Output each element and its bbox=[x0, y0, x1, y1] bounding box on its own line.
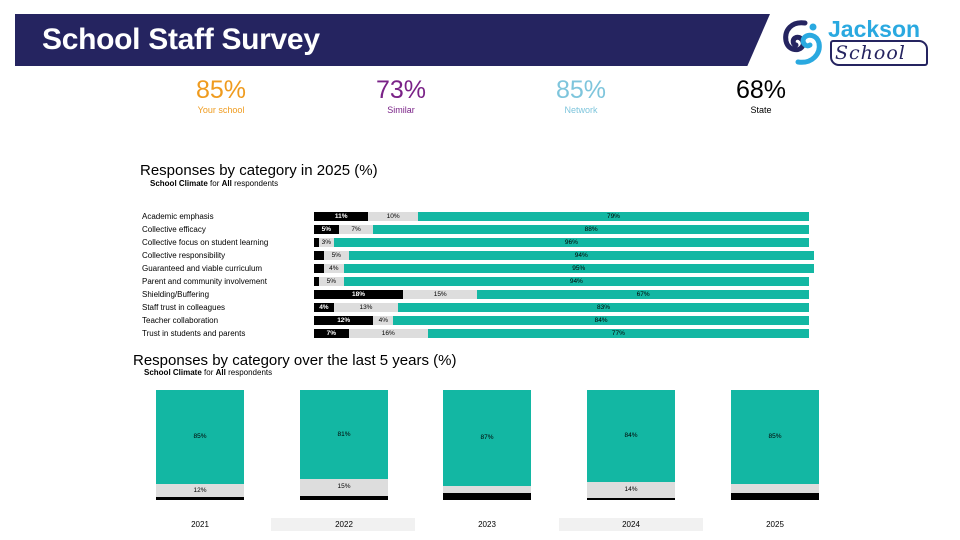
bar-segment-unfavourable: 12% bbox=[314, 315, 374, 325]
column-segment-favourable: 84% bbox=[587, 390, 675, 483]
kpi-value: 85% bbox=[555, 76, 607, 104]
bar-segment-neutral: 13% bbox=[333, 302, 399, 312]
year-band-shading bbox=[559, 518, 703, 531]
kpi-label: Your school bbox=[197, 105, 245, 115]
category-label: Parent and community involvement bbox=[142, 277, 267, 286]
subtitle-group: All bbox=[215, 368, 226, 377]
year-label: 2025 bbox=[766, 520, 784, 529]
kpi-label: Similar bbox=[387, 105, 415, 115]
column-segment-favourable: 85% bbox=[156, 390, 244, 484]
category-label: Guaranteed and viable curriculum bbox=[142, 264, 263, 273]
subtitle-for: for bbox=[210, 179, 220, 188]
year-label: 2023 bbox=[478, 520, 496, 529]
bar-segment-neutral: 5% bbox=[318, 276, 344, 286]
year-label: 2024 bbox=[622, 520, 640, 529]
bar-segment-unfavourable bbox=[314, 250, 324, 260]
bar-segment-favourable: 96% bbox=[333, 237, 809, 247]
page-title: School Staff Survey bbox=[42, 23, 320, 56]
bar-segment-favourable: 95% bbox=[343, 263, 814, 273]
column-segment-neutral: 15% bbox=[300, 479, 388, 496]
bar-segment-favourable: 83% bbox=[398, 302, 809, 312]
logo-word-jackson: Jackson bbox=[828, 16, 921, 42]
bar-segment-unfavourable: 5% bbox=[314, 224, 339, 234]
subtitle-for: for bbox=[204, 368, 214, 377]
bar-segment-neutral: 4% bbox=[373, 315, 394, 325]
category-label: Shielding/Buffering bbox=[142, 290, 210, 299]
bar-segment-neutral: 5% bbox=[323, 250, 349, 260]
year-label: 2022 bbox=[335, 520, 353, 529]
logo-swirl-icon bbox=[783, 20, 822, 65]
bar-segment-favourable: 67% bbox=[477, 289, 809, 299]
year-band-shading bbox=[271, 518, 415, 531]
kpi-label: Network bbox=[564, 105, 598, 115]
bar-segment-unfavourable bbox=[314, 237, 319, 247]
bar-segment-unfavourable: 7% bbox=[314, 328, 349, 338]
column-segment-unfavourable bbox=[443, 493, 531, 500]
kpi-similar: 73% Similar bbox=[321, 76, 481, 116]
kpi-value: 68% bbox=[735, 76, 787, 104]
bar-segment-neutral: 10% bbox=[368, 211, 418, 221]
category-label: Teacher collaboration bbox=[142, 316, 219, 325]
column-segment-favourable: 87% bbox=[443, 390, 531, 486]
school-logo: Jackson School bbox=[776, 15, 936, 67]
bar-segment-neutral: 4% bbox=[323, 263, 344, 273]
category-label: Collective focus on student learning bbox=[142, 238, 269, 247]
year-label: 2021 bbox=[191, 520, 209, 529]
chart-1-subtitle: School Climate for All respondents bbox=[150, 179, 278, 189]
column-segment-unfavourable bbox=[731, 493, 819, 500]
bar-segment-favourable: 79% bbox=[417, 211, 809, 221]
category-label: Collective efficacy bbox=[142, 225, 206, 234]
category-label: Collective responsibility bbox=[142, 251, 226, 260]
kpi-your-school: 85% Your school bbox=[141, 76, 301, 116]
bar-segment-favourable: 94% bbox=[343, 276, 809, 286]
bar-segment-unfavourable: 18% bbox=[314, 289, 404, 299]
chart-2-title: Responses by category over the last 5 ye… bbox=[133, 352, 457, 369]
column-segment-favourable: 81% bbox=[300, 390, 388, 480]
category-label: Academic emphasis bbox=[142, 212, 214, 221]
subtitle-respondents: respondents bbox=[234, 179, 279, 188]
category-label: Staff trust in colleagues bbox=[142, 303, 226, 312]
subtitle-group: All bbox=[221, 179, 232, 188]
kpi-network: 85% Network bbox=[501, 76, 661, 116]
bar-segment-unfavourable bbox=[314, 276, 319, 286]
column-segment-neutral: 14% bbox=[587, 482, 675, 498]
bar-segment-favourable: 84% bbox=[393, 315, 809, 325]
subtitle-measure: School Climate bbox=[144, 368, 202, 377]
chart-2-subtitle: School Climate for All respondents bbox=[144, 368, 272, 378]
kpi-state: 68% State bbox=[681, 76, 841, 116]
bar-segment-neutral: 16% bbox=[348, 328, 428, 338]
header-bar bbox=[15, 14, 770, 66]
column-segment-unfavourable bbox=[587, 497, 675, 500]
kpi-value: 85% bbox=[195, 76, 247, 104]
kpi-value: 73% bbox=[375, 76, 427, 104]
bar-segment-unfavourable: 11% bbox=[314, 211, 369, 221]
kpi-label: State bbox=[750, 105, 772, 115]
bar-segment-neutral: 7% bbox=[338, 224, 374, 234]
column-segment-favourable: 85% bbox=[731, 390, 819, 484]
bar-segment-favourable: 88% bbox=[373, 224, 809, 234]
subtitle-respondents: respondents bbox=[228, 368, 273, 377]
bar-segment-unfavourable: 4% bbox=[314, 302, 334, 312]
column-segment-unfavourable bbox=[156, 496, 244, 500]
column-segment-neutral: 12% bbox=[156, 483, 244, 497]
bar-segment-favourable: 94% bbox=[348, 250, 814, 260]
subtitle-measure: School Climate bbox=[150, 179, 208, 188]
column-segment-unfavourable bbox=[300, 495, 388, 500]
column-segment-neutral bbox=[443, 485, 531, 494]
category-label: Trust in students and parents bbox=[142, 329, 246, 338]
bar-segment-neutral: 15% bbox=[403, 289, 478, 299]
chart-1-title: Responses by category in 2025 (%) bbox=[140, 162, 378, 179]
bar-segment-unfavourable bbox=[314, 263, 324, 273]
logo-word-school: School bbox=[830, 40, 928, 66]
bar-segment-neutral: 3% bbox=[318, 237, 334, 247]
bar-segment-favourable: 77% bbox=[427, 328, 809, 338]
column-segment-neutral bbox=[731, 483, 819, 494]
